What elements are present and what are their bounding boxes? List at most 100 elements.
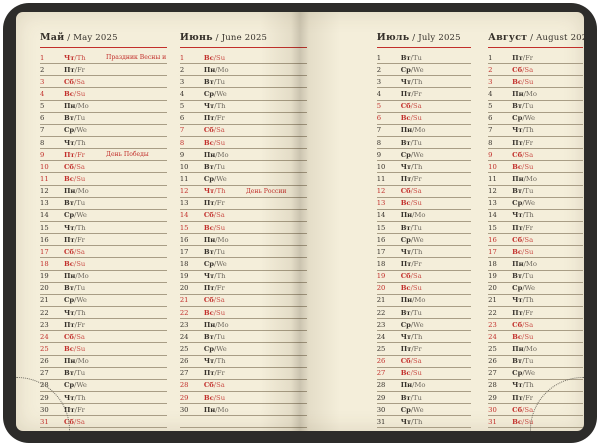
weekday-label: Пн/Mo: [400, 381, 426, 390]
day-number: 3: [376, 77, 382, 86]
day-row: 26 Вт/Tu: [488, 356, 583, 368]
day-row: 25 Вс/Su: [40, 343, 167, 356]
weekday-label: Вт/Tu: [64, 199, 86, 208]
day-number: 17: [179, 247, 189, 256]
weekday-label: Чт/Th: [203, 357, 226, 366]
day-row: 20 Вс/Su: [376, 283, 472, 295]
day-row: 30 Пт/Fr: [40, 404, 167, 417]
day-row: 3 Чт/Th: [376, 76, 472, 89]
day-row: 13 Вс/Su: [376, 198, 472, 210]
day-row: 6 Вс/Su: [376, 113, 472, 125]
weekday-label: Пт/Fr: [512, 223, 534, 232]
header-separator: /: [212, 33, 222, 43]
weekday-label: Пн/Mo: [203, 235, 229, 244]
weekday-label: Вс/Su: [203, 138, 226, 147]
weekday-label: Чт/Th: [400, 332, 423, 341]
weekday-label: Вт/Tu: [203, 247, 226, 256]
day-number: 13: [40, 199, 49, 208]
day-number: 7: [179, 126, 185, 135]
month-name-ru: Июль: [376, 32, 410, 43]
weekday-label: Сб/Sa: [512, 65, 534, 74]
day-row: 26 Пн/Mo: [40, 356, 167, 368]
page-left: Май / May 2025 1 Чт/Th Праздник Весны и Тр…: [16, 12, 341, 431]
day-row: 14 Ср/We: [40, 210, 167, 222]
weekday-label: Пн/Mo: [512, 259, 537, 268]
day-number: 14: [179, 211, 189, 220]
day-number: 29: [40, 393, 49, 402]
day-number: 22: [179, 308, 189, 317]
day-number: 14: [488, 211, 497, 220]
day-row: 23 Ср/We: [376, 319, 472, 332]
day-row: 24 Вс/Su: [488, 331, 583, 344]
day-row: 27 Вт/Tu: [40, 368, 167, 380]
weekday-label: Вт/Tu: [203, 77, 226, 86]
day-number: 28: [40, 381, 49, 390]
day-number: 7: [40, 126, 45, 135]
day-number: 26: [488, 357, 497, 366]
month-calendar-may: Май / May 2025 1 Чт/Th Праздник Весны и Тр…: [40, 32, 167, 431]
weekday-label: Чт/Th: [64, 308, 86, 317]
day-number: 13: [488, 199, 497, 208]
weekday-label: Сб/Sa: [512, 235, 534, 244]
weekday-label: Вт/Tu: [400, 393, 422, 402]
day-number: 18: [179, 259, 189, 268]
day-row: 18 Пт/Fr: [376, 258, 472, 271]
day-number: 15: [40, 223, 49, 232]
weekday-label: Чт/Th: [512, 381, 534, 390]
day-row: 25 Пн/Mo: [488, 343, 583, 356]
day-number: 15: [488, 223, 497, 232]
notebook-cover: Май / May 2025 1 Чт/Th Праздник Весны и Тр…: [3, 3, 597, 443]
weekday-label: Вт/Tu: [400, 308, 422, 317]
day-number: 11: [376, 174, 386, 183]
weekday-label: Пн/Mo: [400, 296, 426, 305]
day-row: 12 Сб/Sa: [376, 186, 472, 198]
weekday-label: Сб/Sa: [400, 272, 422, 281]
day-row: 19 Пн/Mo: [40, 271, 167, 283]
day-row: 20 Ср/We: [488, 283, 583, 295]
weekday-label: Чт/Th: [64, 393, 86, 402]
day-row: 25 Пт/Fr: [376, 343, 472, 356]
weekday-label: Ср/We: [400, 320, 424, 329]
day-row: 11 Вс/Su: [40, 173, 167, 186]
weekday-label: Сб/Sa: [64, 162, 85, 171]
day-number: 10: [179, 162, 189, 171]
day-number: 6: [40, 114, 45, 123]
day-number: 29: [376, 393, 386, 402]
day-number: 11: [488, 174, 497, 183]
day-number: 31: [376, 417, 386, 426]
day-row: 15 Вт/Tu: [376, 222, 472, 235]
weekday-label: Сб/Sa: [64, 332, 85, 341]
day-number: 16: [179, 235, 189, 244]
day-number: 6: [376, 114, 382, 123]
weekday-label: Сб/Sa: [400, 357, 422, 366]
weekday-label: Ср/We: [64, 211, 87, 220]
day-number: 16: [488, 235, 497, 244]
day-number: 19: [179, 272, 189, 281]
day-number: 20: [488, 284, 497, 293]
day-number: 30: [488, 405, 497, 414]
day-number: 13: [179, 199, 189, 208]
day-row: 20 Вт/Tu: [40, 283, 167, 295]
day-row: 27 Ср/We: [488, 368, 583, 380]
day-row: 2 Ср/We: [376, 64, 472, 77]
weekday-label: Вт/Tu: [64, 284, 86, 293]
day-row: 8 Вс/Su: [179, 137, 307, 150]
weekday-label: Пн/Mo: [512, 89, 537, 98]
day-row: 1 Чт/Th Праздник Весны и Труда: [40, 52, 167, 65]
day-row: 1 Вс/Su: [179, 52, 307, 65]
month-calendar-july: Июль / July 2025 1 Вт/Tu 2 Ср/We 3 Чт/Th 4 Пт/F…: [376, 32, 472, 431]
day-row: 16 Ср/We: [376, 234, 472, 247]
day-number: 27: [376, 369, 386, 378]
weekday-label: Вт/Tu: [512, 357, 534, 366]
day-number: 19: [40, 272, 49, 281]
day-row: 10 Вс/Su: [488, 161, 583, 174]
day-number: 25: [488, 344, 497, 353]
weekday-label: Ср/We: [512, 199, 536, 208]
day-number: 20: [376, 284, 386, 293]
day-row: 8 Пт/Fr: [488, 137, 583, 150]
weekday-label: Вс/Su: [203, 308, 226, 317]
day-number: 19: [488, 272, 497, 281]
day-row: 5 Вт/Tu: [488, 101, 583, 113]
day-row: 7 Ср/We: [40, 125, 167, 137]
weekday-label: Пн/Mo: [203, 150, 229, 159]
